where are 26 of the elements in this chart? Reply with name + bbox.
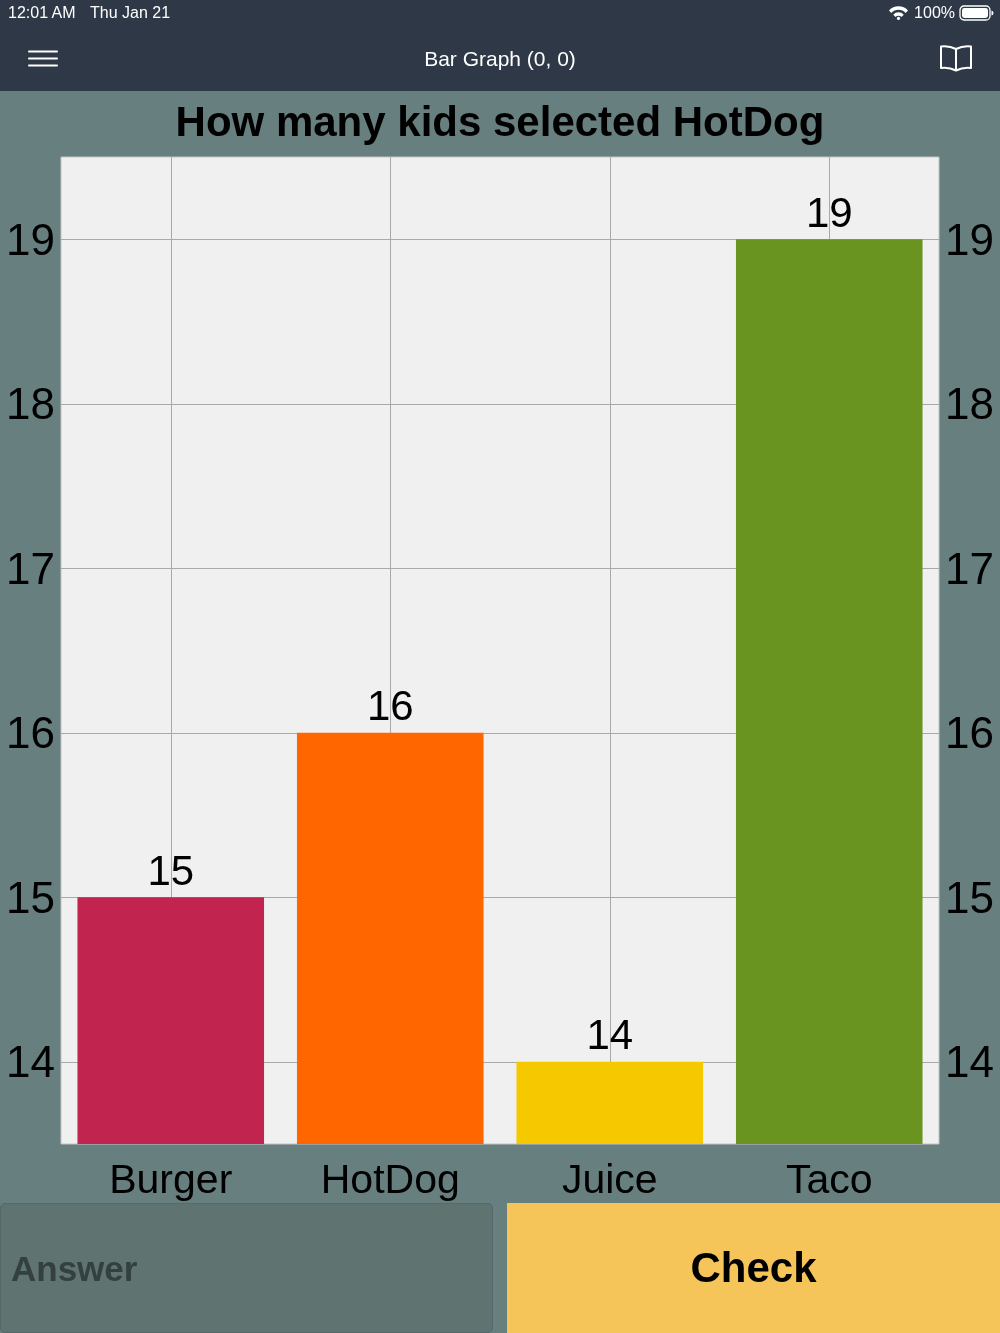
text: 100% xyxy=(914,4,955,21)
text: Bar Graph (0, 0) xyxy=(423,47,577,70)
x-tick-label: Burger xyxy=(109,1155,233,1202)
y2-tick-label: 17 xyxy=(945,543,994,593)
data-label: 16 xyxy=(366,682,414,730)
y-tick-label: 14 xyxy=(6,1037,55,1087)
text: 12:01 AM xyxy=(8,4,76,21)
button[interactable]: Check xyxy=(507,1203,1000,1333)
y-tick-label: 17 xyxy=(6,543,55,593)
x-tick-label: HotDog xyxy=(320,1155,460,1202)
y-tick-label: 16 xyxy=(6,708,55,758)
chart-title: How many kids selected HotDog xyxy=(175,97,825,145)
y2-tick-label: 14 xyxy=(945,1037,994,1087)
text: Thu Jan 21 xyxy=(90,4,171,21)
data-label: 19 xyxy=(805,188,853,236)
x-tick-label: Juice xyxy=(561,1155,658,1202)
data-label: 14 xyxy=(586,1011,634,1059)
y2-tick-label: 19 xyxy=(945,214,994,264)
x-tick-label: Taco xyxy=(785,1155,873,1202)
y-tick-label: 19 xyxy=(6,214,55,264)
y-tick-label: 18 xyxy=(6,379,55,429)
y2-tick-label: 15 xyxy=(945,872,994,922)
y2-tick-label: 16 xyxy=(945,708,994,758)
y2-tick-label: 18 xyxy=(945,379,994,429)
data-label: 15 xyxy=(147,846,195,894)
y-tick-label: 15 xyxy=(6,872,55,922)
